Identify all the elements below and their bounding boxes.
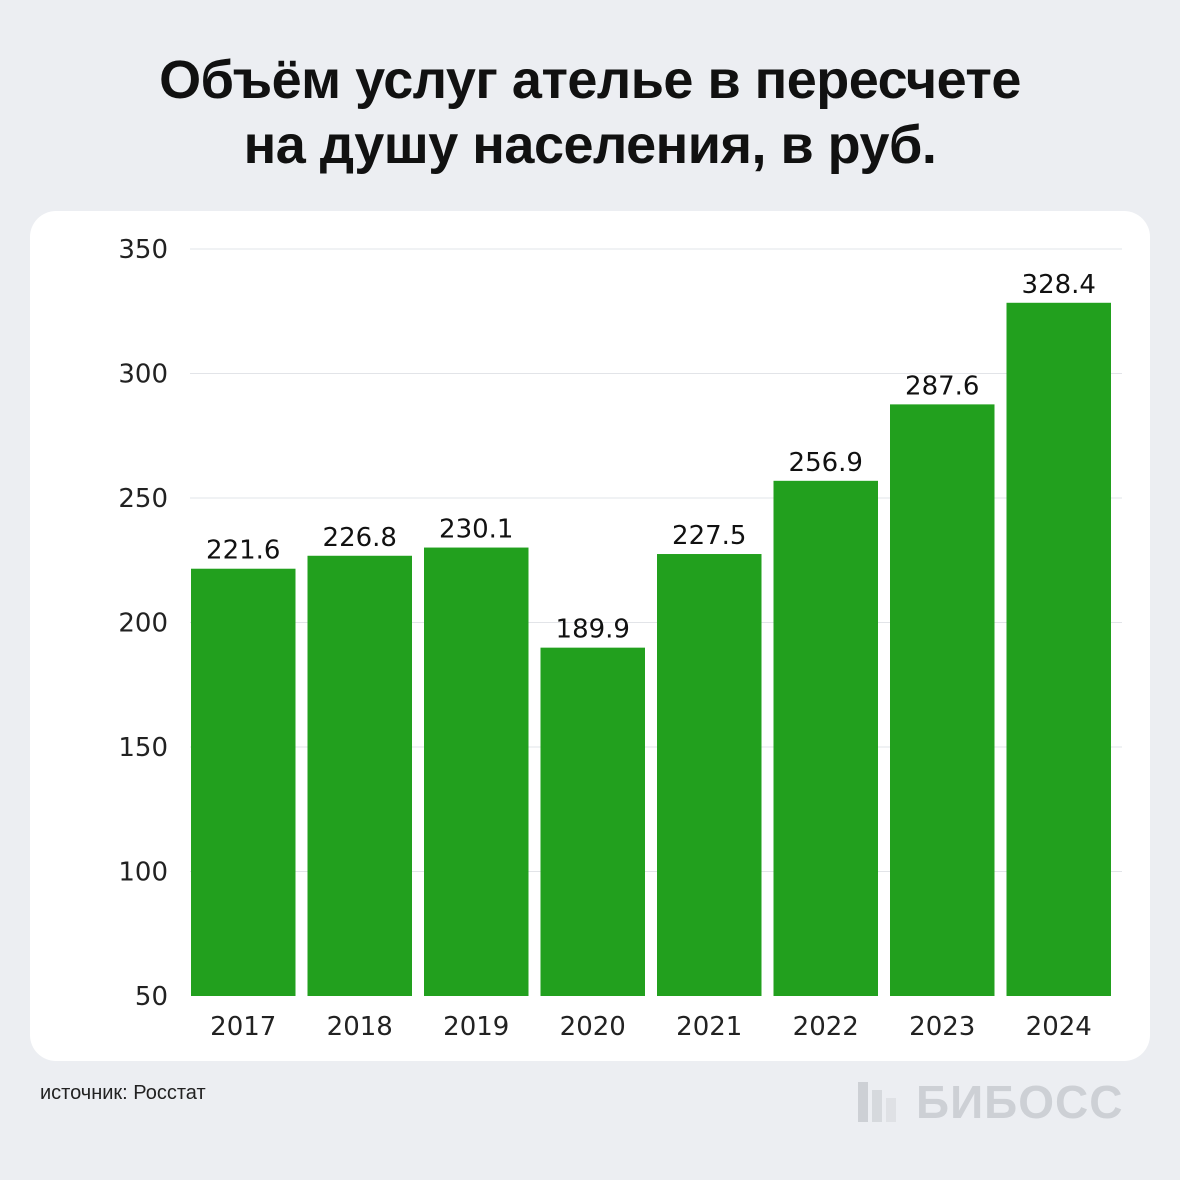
x-tick-label: 2017 [210, 1012, 276, 1042]
bar-2018 [307, 555, 412, 996]
x-tick-label: 2022 [793, 1012, 859, 1042]
brand-logo: БИБОСС [858, 1076, 1158, 1128]
bar-2024 [1006, 302, 1111, 996]
y-tick-label: 50 [135, 982, 168, 1012]
x-tick-label: 2019 [443, 1012, 509, 1042]
logo-text: БИБОСС [916, 1076, 1124, 1128]
y-tick-label: 100 [118, 858, 168, 888]
data-label: 221.6 [206, 536, 280, 566]
bar-2020 [540, 647, 645, 996]
bar-2023 [890, 404, 995, 997]
y-tick-label: 350 [118, 235, 168, 265]
x-tick-label: 2018 [327, 1012, 393, 1042]
bar-2017 [191, 568, 296, 996]
data-label: 328.4 [1022, 270, 1096, 300]
data-label: 287.6 [905, 371, 979, 401]
x-tick-label: 2023 [909, 1012, 975, 1042]
y-tick-label: 250 [118, 484, 168, 514]
x-tick-label: 2020 [560, 1012, 626, 1042]
bar-2021 [657, 554, 762, 996]
chart-title: Объём услуг ателье в пересчете на душу н… [0, 48, 1180, 178]
y-tick-label: 300 [118, 360, 168, 390]
data-label: 226.8 [323, 523, 397, 553]
y-tick-label: 200 [118, 609, 168, 639]
y-tick-label: 150 [118, 733, 168, 763]
x-tick-label: 2024 [1026, 1012, 1092, 1042]
x-tick-label: 2021 [676, 1012, 742, 1042]
title-line-2: на душу населения, в руб. [243, 115, 937, 175]
data-label: 230.1 [439, 515, 513, 545]
bar-2019 [424, 547, 529, 996]
bars-logo-icon [858, 1082, 896, 1122]
source-note: источник: Росстат [40, 1082, 206, 1104]
data-label: 189.9 [556, 615, 630, 645]
data-label: 227.5 [672, 521, 746, 551]
title-line-1: Объём услуг ателье в пересчете [159, 50, 1021, 110]
data-label: 256.9 [789, 448, 863, 478]
bar-2022 [773, 480, 878, 997]
